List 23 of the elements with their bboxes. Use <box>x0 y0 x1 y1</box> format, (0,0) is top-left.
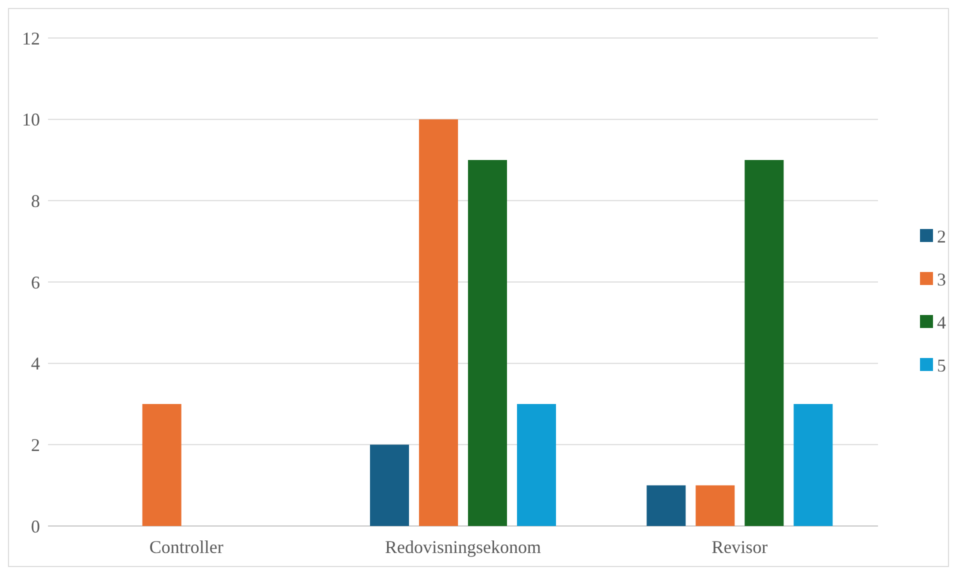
legend-label: 4 <box>937 312 946 332</box>
y-tick-label: 12 <box>22 28 40 48</box>
y-tick-label: 10 <box>22 110 40 130</box>
bar <box>696 485 735 526</box>
bar <box>370 444 409 526</box>
y-tick-label: 6 <box>31 272 40 292</box>
bar <box>646 485 686 526</box>
bar <box>142 404 182 526</box>
legend-label: 5 <box>937 355 946 376</box>
bar <box>468 160 507 526</box>
x-tick-label: Redovisningsekonom <box>385 537 541 557</box>
bar <box>744 160 784 526</box>
bar <box>419 119 458 526</box>
x-tick-label: Revisor <box>712 537 768 557</box>
bar <box>517 404 556 526</box>
y-tick-label: 8 <box>31 190 40 211</box>
bar <box>794 404 833 526</box>
y-tick-label: 0 <box>31 516 40 536</box>
legend-label: 3 <box>937 269 946 290</box>
y-tick-label: 4 <box>31 354 40 374</box>
legend-label: 2 <box>937 226 946 246</box>
y-tick-label: 2 <box>31 434 40 455</box>
x-tick-label: Controller <box>149 537 224 557</box>
